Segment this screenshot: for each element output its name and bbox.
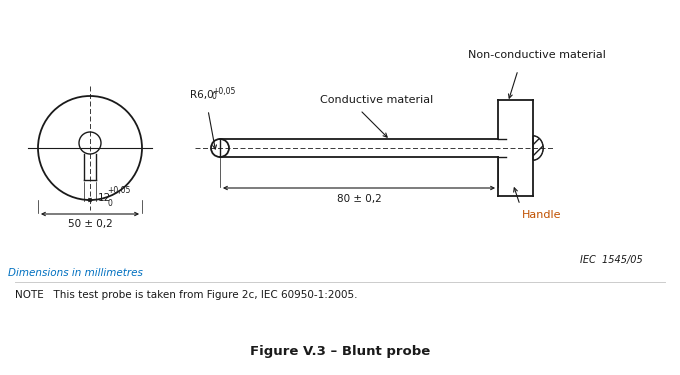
Text: Non-conductive material: Non-conductive material: [468, 50, 606, 60]
Text: 80 ± 0,2: 80 ± 0,2: [337, 194, 381, 204]
Text: 50 ± 0,2: 50 ± 0,2: [67, 219, 112, 229]
Text: 0: 0: [212, 92, 217, 101]
Text: Figure V.3 – Blunt probe: Figure V.3 – Blunt probe: [250, 345, 430, 358]
Polygon shape: [533, 136, 543, 160]
Text: R6,0: R6,0: [190, 90, 214, 100]
Text: +0,05: +0,05: [212, 87, 235, 96]
Text: 0: 0: [107, 199, 112, 208]
Text: NOTE   This test probe is taken from Figure 2c, IEC 60950-1:2005.: NOTE This test probe is taken from Figur…: [15, 290, 358, 300]
Text: +0,05: +0,05: [107, 186, 131, 195]
Text: Dimensions in millimetres: Dimensions in millimetres: [8, 268, 143, 278]
Text: 12: 12: [98, 193, 112, 203]
Text: IEC  1545/05: IEC 1545/05: [580, 255, 643, 265]
Text: Conductive material: Conductive material: [320, 95, 433, 105]
Text: Handle: Handle: [522, 210, 562, 220]
